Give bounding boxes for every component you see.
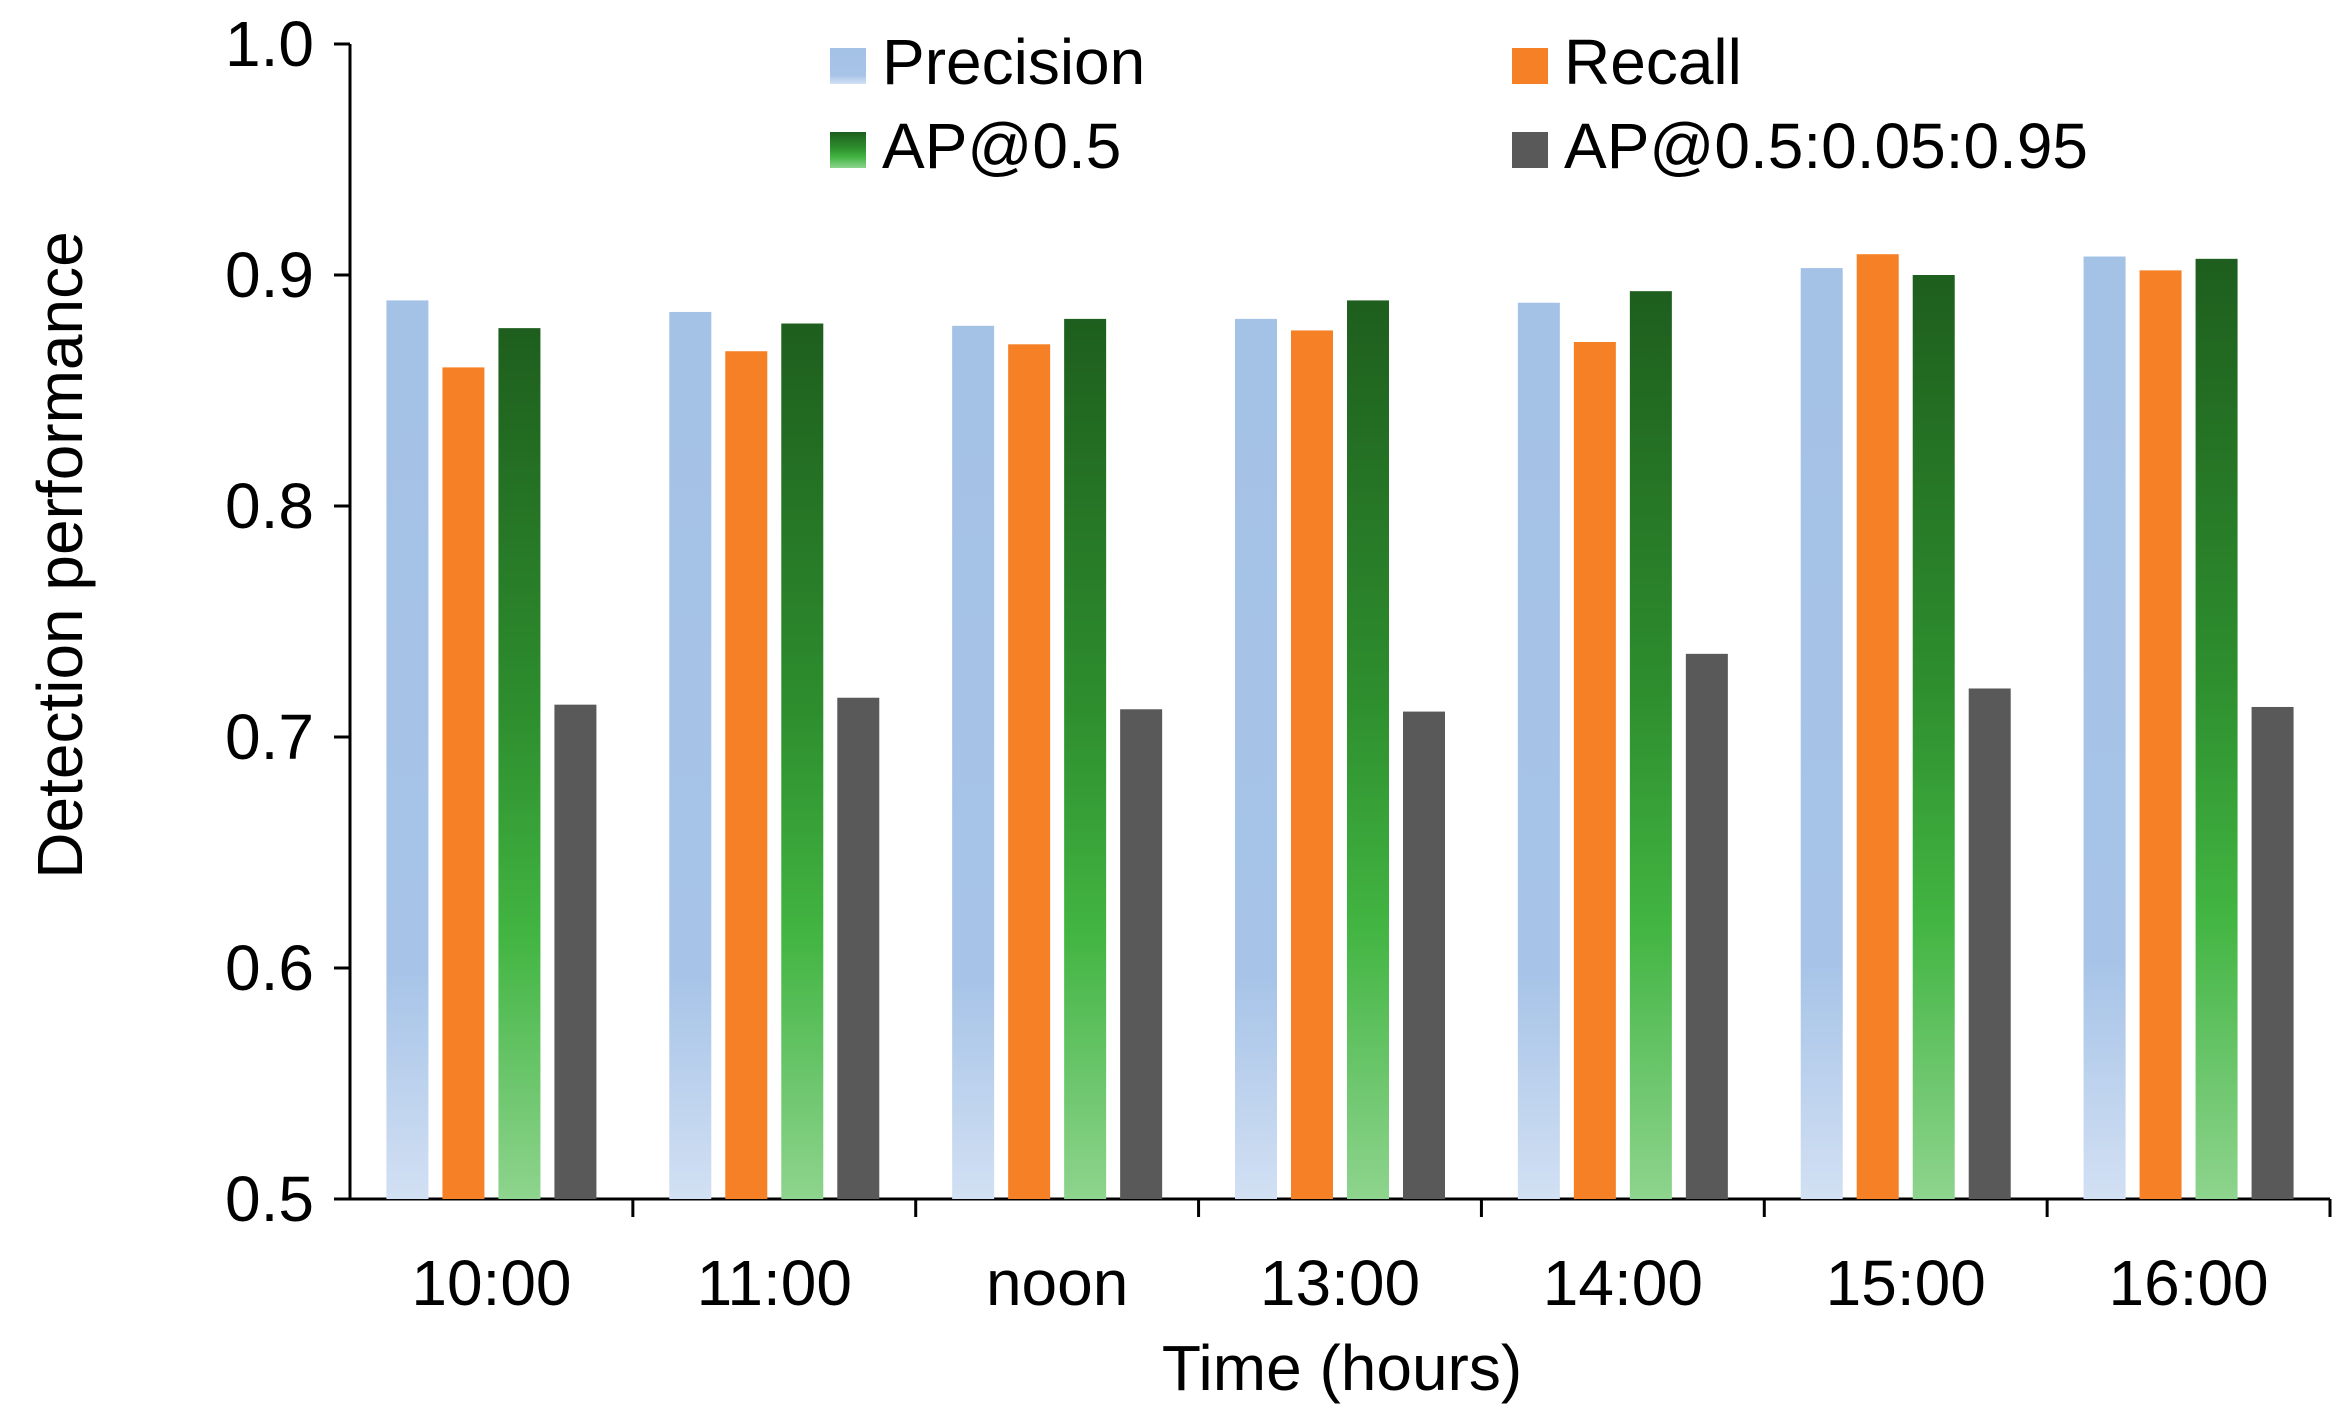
bar-ap-0-5-0-05-0-95-4 bbox=[1685, 653, 1728, 1199]
x-tick-label: 16:00 bbox=[2108, 1247, 2268, 1319]
legend-swatch-ap-0-5-0-05-0-95 bbox=[1512, 132, 1548, 168]
x-tick-label: noon bbox=[986, 1247, 1128, 1319]
x-tick-label: 10:00 bbox=[411, 1247, 571, 1319]
y-axis-title: Detection performance bbox=[24, 231, 96, 878]
bar-precision-1 bbox=[669, 311, 712, 1200]
bar-ap-0-5-0-05-0-95-2 bbox=[1120, 709, 1163, 1199]
bar-ap-0-5-0-05-0-95-3 bbox=[1403, 711, 1445, 1199]
bar-ap-0-5-2 bbox=[1064, 318, 1107, 1199]
x-axis-title: Time (hours) bbox=[1162, 1332, 1522, 1404]
bar-ap-0-5-0-05-0-95-1 bbox=[837, 697, 880, 1199]
legend-label-ap-0-5: AP@0.5 bbox=[882, 110, 1121, 182]
bar-ap-0-5-0 bbox=[498, 328, 541, 1199]
y-tick-labels: 0.5 0.6 0.7 0.8 0.9 1.0 bbox=[225, 8, 314, 1235]
bar-ap-0-5-6 bbox=[2195, 258, 2238, 1200]
bar-ap-0-5-0-05-0-95-6 bbox=[2251, 706, 2294, 1199]
bar-precision-4 bbox=[1517, 302, 1560, 1200]
bars bbox=[386, 254, 2294, 1200]
y-tick-label: 1.0 bbox=[225, 8, 314, 80]
bar-ap-0-5-0-05-0-95-0 bbox=[554, 704, 597, 1199]
bar-recall-0 bbox=[442, 367, 485, 1199]
x-tick-label: 14:00 bbox=[1543, 1247, 1703, 1319]
x-tick-labels: 10:00 11:00 noon 13:00 14:00 15:00 16:00 bbox=[411, 1247, 2268, 1319]
legend-label-recall: Recall bbox=[1564, 26, 1742, 98]
bar-recall-6 bbox=[2139, 270, 2182, 1199]
legend-swatch-recall bbox=[1512, 48, 1548, 84]
bar-recall-4 bbox=[1573, 341, 1616, 1199]
x-tick-label: 15:00 bbox=[1826, 1247, 1986, 1319]
legend-swatch-precision bbox=[830, 48, 866, 84]
legend-swatch-ap-0-5 bbox=[830, 132, 866, 168]
bar-precision-5 bbox=[1800, 268, 1843, 1199]
bar-precision-6 bbox=[2083, 256, 2126, 1199]
y-tick-label: 0.8 bbox=[225, 470, 314, 542]
legend-label-precision: Precision bbox=[882, 26, 1145, 98]
bar-recall-5 bbox=[1856, 254, 1899, 1199]
bar-precision-2 bbox=[952, 325, 995, 1199]
legend-label-ap-0-5-0-05-0-95: AP@0.5:0.05:0.95 bbox=[1564, 110, 2088, 182]
x-tick-label: 13:00 bbox=[1260, 1247, 1420, 1319]
bar-ap-0-5-4 bbox=[1629, 291, 1672, 1199]
x-tick-label: 11:00 bbox=[697, 1247, 852, 1319]
bar-ap-0-5-5 bbox=[1912, 275, 1955, 1199]
bar-ap-0-5-1 bbox=[781, 323, 824, 1199]
bar-precision-3 bbox=[1235, 318, 1277, 1199]
legend: Precision Recall AP@0.5 AP@0.5:0.05:0.95 bbox=[830, 26, 2088, 182]
bar-recall-3 bbox=[1291, 330, 1333, 1199]
y-tick-label: 0.5 bbox=[225, 1163, 314, 1235]
bar-recall-2 bbox=[1008, 344, 1051, 1199]
y-tick-label: 0.9 bbox=[225, 239, 314, 311]
bar-precision-0 bbox=[386, 300, 429, 1199]
bar-ap-0-5-3 bbox=[1347, 300, 1389, 1199]
bar-ap-0-5-0-05-0-95-5 bbox=[1968, 688, 2011, 1199]
y-tick-label: 0.6 bbox=[225, 932, 314, 1004]
bar-recall-1 bbox=[725, 351, 768, 1200]
y-tick-label: 0.7 bbox=[225, 701, 314, 773]
